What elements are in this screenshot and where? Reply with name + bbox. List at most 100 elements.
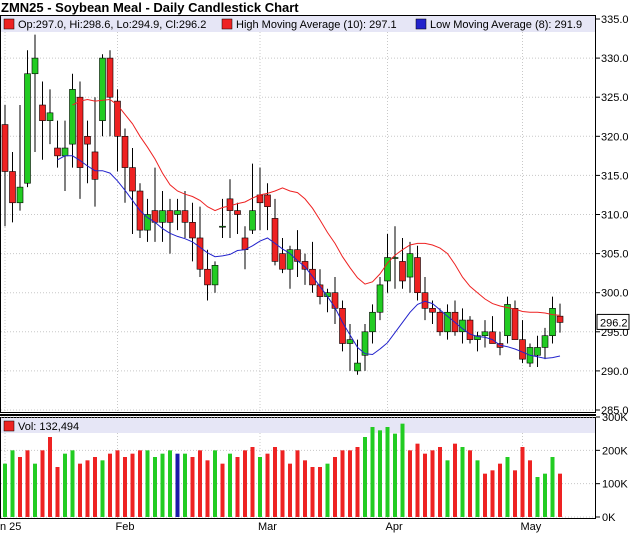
candle-body bbox=[166, 210, 174, 223]
volume-bar bbox=[483, 473, 487, 517]
candle-body bbox=[31, 57, 39, 75]
volume-bar bbox=[385, 427, 390, 517]
low-ma-legend-swatch bbox=[415, 18, 427, 30]
price-tick-label: 290.0 bbox=[601, 366, 629, 378]
volume-bar bbox=[325, 463, 330, 517]
volume-bar bbox=[423, 453, 427, 517]
volume-bar bbox=[205, 460, 210, 517]
volume-bar bbox=[475, 460, 480, 517]
volume-bar bbox=[243, 450, 247, 517]
volume-bar bbox=[220, 463, 225, 517]
volume-bar bbox=[93, 457, 97, 517]
candle-body bbox=[399, 261, 406, 282]
candle-body bbox=[331, 292, 339, 309]
volume-bar bbox=[543, 473, 547, 517]
volume-bar bbox=[10, 450, 15, 517]
volume-bar bbox=[160, 453, 165, 517]
candle-body bbox=[361, 331, 369, 356]
last-price-label: 296.2 bbox=[600, 317, 628, 329]
price-tick-label: 335.0 bbox=[601, 14, 629, 26]
candle-body bbox=[76, 96, 84, 168]
candle-body bbox=[384, 257, 391, 282]
volume-bar bbox=[123, 457, 127, 517]
volume-bar bbox=[280, 450, 285, 517]
chart-title: ZMN25 - Soybean Meal - Daily Candlestick… bbox=[1, 0, 299, 15]
candle-body bbox=[466, 319, 474, 340]
volume-legend-swatch bbox=[3, 420, 15, 432]
low-moving-average-line bbox=[57, 155, 561, 359]
volume-bar bbox=[55, 467, 60, 517]
volume-bar bbox=[393, 433, 397, 517]
volume-bar bbox=[468, 450, 472, 517]
candle-body bbox=[414, 257, 421, 294]
candle-body bbox=[9, 171, 16, 204]
price-tick-label: 325.0 bbox=[601, 92, 629, 104]
candle-body bbox=[99, 57, 106, 121]
candle-body bbox=[511, 308, 519, 340]
volume-bar bbox=[535, 477, 540, 517]
price-tick-label: 285.0 bbox=[601, 405, 629, 417]
candle-body bbox=[211, 265, 219, 286]
volume-bar bbox=[250, 447, 255, 517]
high-ma-legend-label: High Moving Average (10): 297.1 bbox=[236, 19, 397, 31]
candle-body bbox=[489, 331, 496, 344]
candle-body bbox=[429, 308, 436, 313]
last-price-marker bbox=[596, 313, 630, 330]
volume-bar bbox=[288, 463, 292, 517]
candle-body bbox=[436, 311, 444, 333]
price-tick-label: 305.0 bbox=[601, 249, 629, 261]
candle-body bbox=[286, 249, 294, 270]
low-ma-legend-label: Low Moving Average (8): 291.9 bbox=[430, 19, 582, 31]
volume-bar bbox=[115, 450, 120, 517]
candle-body bbox=[504, 304, 511, 337]
volume-bar bbox=[318, 467, 322, 517]
candle-body bbox=[241, 237, 249, 250]
volume-bar bbox=[400, 423, 405, 517]
candle-body bbox=[16, 186, 24, 204]
candle-body bbox=[24, 73, 31, 184]
volume-bar bbox=[528, 460, 532, 517]
volume-bar bbox=[378, 430, 382, 517]
volume-bar bbox=[273, 447, 277, 517]
volume-bar bbox=[355, 447, 360, 517]
candle-body bbox=[264, 194, 271, 207]
volume-bar bbox=[505, 457, 510, 517]
volume-bar bbox=[370, 427, 375, 517]
candle-body bbox=[46, 112, 54, 121]
volume-bar bbox=[295, 450, 300, 517]
candle-body bbox=[549, 308, 556, 337]
volume-bar bbox=[85, 460, 90, 517]
volume-bar bbox=[490, 470, 495, 517]
volume-tick-label: 100K bbox=[602, 479, 628, 491]
candle-body bbox=[54, 147, 61, 157]
candle-body bbox=[129, 167, 136, 192]
date-tick-label: n 25 bbox=[0, 521, 21, 533]
volume-bar bbox=[460, 447, 465, 517]
volume-bar bbox=[70, 450, 75, 517]
date-tick-label: Mar bbox=[258, 521, 277, 533]
volume-bar bbox=[213, 450, 217, 517]
volume-bar bbox=[18, 457, 22, 517]
candle-body bbox=[369, 311, 376, 333]
candle-body bbox=[226, 198, 234, 211]
candle-body bbox=[189, 222, 196, 239]
volume-bar bbox=[550, 457, 555, 517]
candle-body bbox=[541, 335, 549, 348]
candle-body bbox=[346, 339, 354, 344]
candle-body bbox=[114, 100, 121, 137]
date-tick-label: Apr bbox=[386, 521, 403, 533]
volume-bar bbox=[445, 460, 450, 517]
candle-body bbox=[84, 136, 91, 145]
high-moving-average-line bbox=[72, 98, 561, 316]
date-axis: n 25 Feb Mar Apr May bbox=[0, 521, 542, 533]
volume-bar bbox=[513, 470, 517, 517]
volume-bar bbox=[100, 460, 105, 517]
candle-body bbox=[61, 147, 69, 157]
volume-bar bbox=[453, 443, 457, 517]
volume-legend-band bbox=[1, 418, 595, 433]
volume-bar bbox=[303, 460, 307, 517]
price-tick-label: 330.0 bbox=[601, 53, 629, 65]
price-tick-label: 315.0 bbox=[601, 170, 629, 182]
volume-bar bbox=[153, 457, 157, 517]
